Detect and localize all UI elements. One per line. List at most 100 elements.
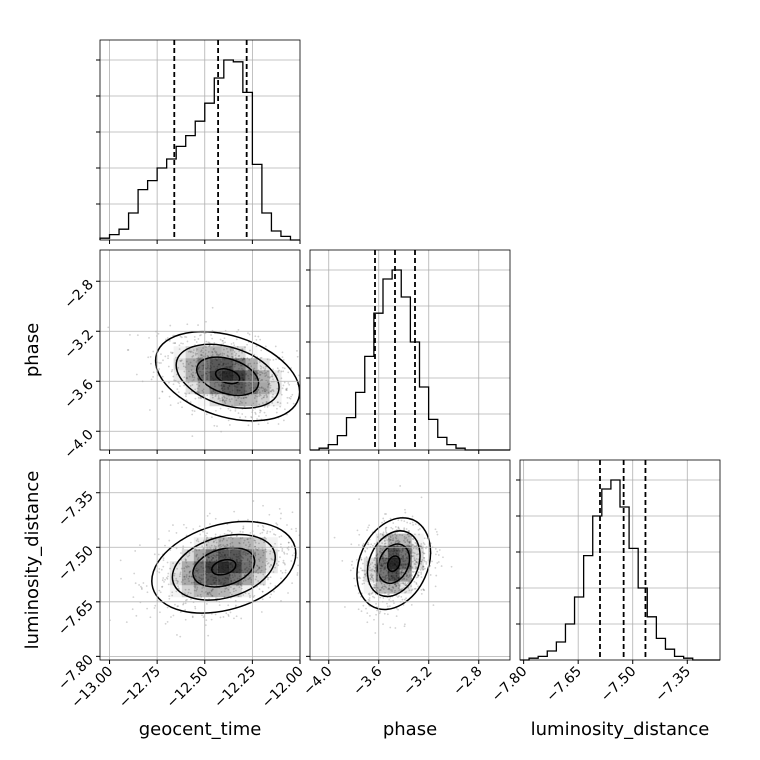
joint-1-sample	[146, 607, 149, 610]
joint-2-sample	[381, 534, 384, 536]
joint-1-sample	[188, 552, 191, 554]
joint-0-sample	[267, 391, 270, 394]
joint-2-sample	[437, 554, 440, 556]
ytick-label-phase-1: −3.6	[61, 377, 96, 412]
joint-1-sample	[205, 538, 208, 541]
joint-2-sample	[373, 587, 376, 590]
joint-1-contour-2	[171, 533, 276, 601]
joint-0-sample	[246, 343, 249, 346]
joint-2-sample	[383, 583, 386, 586]
xtick-label-phase-2: −3.2	[400, 664, 435, 699]
joint-2-sample	[411, 588, 414, 591]
joint-1-sample	[222, 538, 225, 541]
joint-0-sample	[285, 388, 288, 390]
joint-1-sample	[182, 523, 185, 526]
joint-1-density-cell	[217, 573, 230, 586]
joint-1-sample	[205, 619, 208, 621]
joint-1-sample	[211, 589, 214, 591]
joint-1-sample	[119, 559, 122, 562]
joint-0-sample	[271, 375, 273, 378]
joint-1-sample	[223, 532, 226, 535]
joint-1-sample	[131, 608, 134, 611]
joint-2-sample	[400, 570, 403, 573]
joint-1-sample	[186, 593, 189, 596]
joint-2-sample	[398, 585, 401, 588]
joint-1-sample	[291, 511, 294, 514]
joint-1-sample	[201, 614, 203, 617]
joint-2-sample	[395, 615, 398, 618]
xtick-label-luminosity_distance-2: −7.50	[598, 664, 640, 706]
joint-1-sample	[199, 533, 202, 536]
joint-0-sample	[174, 342, 176, 345]
ylabel-phase: phase	[22, 323, 43, 377]
joint-0-sample	[232, 349, 235, 352]
joint-0-sample	[276, 367, 279, 370]
joint-1-sample	[195, 554, 198, 557]
joint-0-sample	[234, 354, 237, 357]
joint-0-sample	[223, 395, 225, 398]
joint-1-density-cell	[229, 549, 242, 562]
joint-2-sample	[421, 551, 424, 554]
joint-1-sample	[120, 577, 122, 580]
joint-0-sample	[239, 400, 242, 403]
joint-1-sample	[206, 532, 209, 535]
joint-0-sample	[243, 405, 246, 408]
joint-2-sample	[420, 593, 423, 595]
joint-1-sample	[176, 579, 179, 582]
joint-0-sample	[158, 397, 161, 400]
joint-1-sample	[149, 616, 152, 619]
joint-2-sample	[367, 526, 370, 529]
joint-0-sample	[263, 388, 266, 391]
joint-1-sample	[273, 590, 275, 593]
joint-2-sample	[423, 543, 426, 546]
joint-1-sample	[261, 561, 264, 563]
joint-2-sample	[360, 558, 363, 561]
joint-1-sample	[207, 591, 209, 594]
joint-0-sample	[177, 391, 180, 394]
joint-0-sample	[254, 394, 257, 397]
joint-0-sample	[259, 411, 261, 414]
joint-2-density-cell	[399, 569, 412, 582]
joint-0-sample	[192, 374, 194, 377]
joint-1-sample	[125, 621, 128, 624]
joint-2-sample	[412, 571, 415, 574]
joint-2-sample	[420, 560, 423, 563]
joint-0-sample	[214, 395, 217, 397]
joint-1-sample	[213, 545, 216, 547]
joint-2-sample	[388, 598, 391, 601]
joint-0-sample	[261, 389, 264, 392]
joint-2-sample	[397, 584, 400, 587]
joint-0-sample	[262, 366, 265, 369]
joint-2-sample	[396, 539, 399, 542]
joint-1-sample	[279, 543, 282, 546]
joint-1-sample	[280, 577, 282, 580]
joint-0-sample	[201, 354, 204, 357]
joint-1-sample	[313, 558, 315, 560]
joint-0-sample	[229, 400, 232, 403]
joint-2-sample	[379, 610, 382, 613]
joint-2-sample	[388, 584, 391, 587]
joint-1-sample	[219, 534, 222, 537]
joint-0-sample	[192, 365, 194, 368]
joint-0-sample	[221, 399, 224, 401]
joint-2-sample	[368, 524, 371, 527]
joint-1-sample	[180, 567, 183, 570]
joint-0-sample	[260, 371, 263, 374]
joint-0-sample	[194, 372, 197, 374]
joint-2-sample	[402, 578, 405, 580]
joint-0-sample	[272, 358, 275, 361]
joint-0-sample	[254, 411, 257, 414]
joint-1-sample	[138, 544, 141, 547]
joint-2-density-cell	[387, 569, 400, 582]
joint-1-sample	[188, 575, 191, 578]
joint-1-sample	[320, 593, 322, 595]
joint-0-sample	[227, 407, 230, 410]
joint-1-sample	[261, 598, 264, 601]
joint-1-sample	[262, 504, 264, 507]
joint-1-sample	[278, 507, 281, 510]
joint-2-sample	[417, 574, 419, 577]
joint-0-sample	[282, 359, 285, 361]
joint-1-sample	[185, 576, 188, 578]
joint-1-sample	[254, 571, 257, 573]
